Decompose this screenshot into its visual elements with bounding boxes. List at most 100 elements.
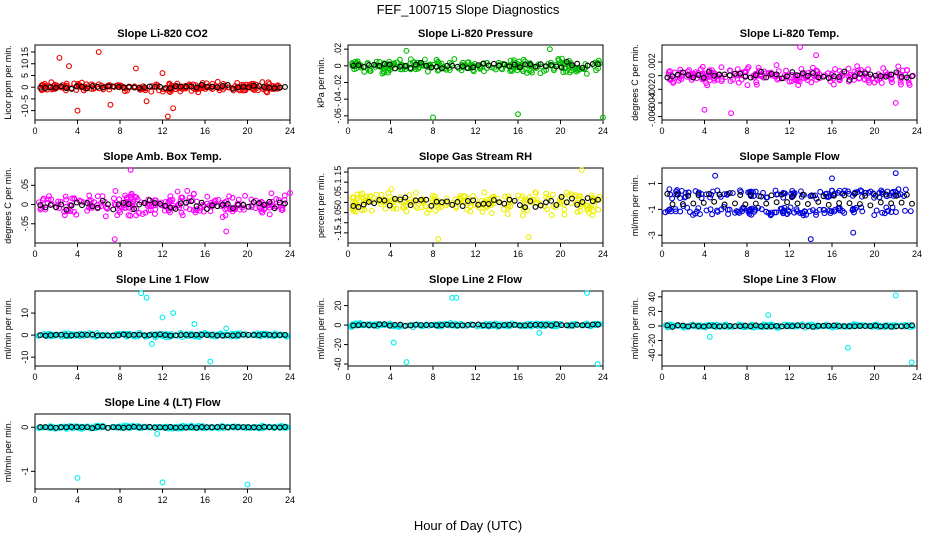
data-point <box>563 199 570 206</box>
data-point <box>893 192 900 199</box>
data-point <box>909 200 915 207</box>
y-tick-label: 15 <box>20 47 30 57</box>
x-tick-label: 4 <box>75 495 80 505</box>
x-tick-label: 24 <box>285 126 295 136</box>
x-tick-label: 24 <box>598 126 608 136</box>
data-point <box>758 68 764 75</box>
data-point <box>678 76 685 83</box>
data-point <box>893 209 899 216</box>
data-point <box>732 209 738 216</box>
data-point <box>830 192 837 199</box>
x-tick-label: 12 <box>157 249 167 259</box>
data-point <box>903 74 910 81</box>
data-point <box>533 189 540 196</box>
data-point <box>242 192 249 199</box>
data-point <box>690 200 697 207</box>
data-point <box>479 209 486 215</box>
data-point <box>854 63 861 70</box>
x-tick-label: 4 <box>702 372 707 382</box>
data-point <box>669 201 676 208</box>
data-point <box>594 361 601 368</box>
data-point <box>812 209 819 215</box>
chart-panel: Slope Line 2 Flow ml/min per min. 0 4 8 12 16 2… <box>316 274 608 382</box>
y-tick-label: -.04 <box>333 91 343 107</box>
data-point <box>397 196 404 203</box>
data-point <box>695 192 702 199</box>
data-point <box>99 197 106 204</box>
data-point <box>248 204 255 210</box>
data-point <box>729 190 736 197</box>
data-point <box>88 85 95 92</box>
data-point <box>737 192 744 198</box>
data-point <box>555 57 562 64</box>
data-point <box>152 197 159 204</box>
data-point <box>127 212 134 219</box>
data-point <box>707 194 714 201</box>
data-point <box>695 71 702 78</box>
data-point <box>506 63 513 70</box>
data-point <box>476 204 483 211</box>
x-tick-label: 8 <box>430 249 435 259</box>
data-point <box>454 199 461 205</box>
data-point <box>253 332 260 339</box>
data-point <box>507 203 514 210</box>
y-tick-label: 0 <box>20 202 30 207</box>
data-point <box>259 209 266 216</box>
data-point <box>68 85 75 92</box>
data-point <box>815 198 822 205</box>
data-point <box>879 209 886 216</box>
data-point <box>859 208 866 215</box>
data-point <box>839 208 846 214</box>
y-axis-label: Licor ppm per min. <box>3 45 13 120</box>
data-point <box>349 194 356 201</box>
data-point <box>135 210 142 216</box>
data-point <box>407 202 414 209</box>
data-point <box>159 314 166 321</box>
data-point <box>825 75 832 81</box>
chart-panel: Slope Amb. Box Temp. degrees C per min. 0 4… <box>3 151 295 259</box>
data-point <box>773 62 780 69</box>
data-point <box>532 203 539 210</box>
y-tick-label: -1 <box>647 205 657 213</box>
data-point <box>397 321 404 328</box>
data-point <box>906 82 913 88</box>
data-point <box>159 479 166 486</box>
y-tick-label: 0 <box>333 63 343 68</box>
data-point <box>752 322 759 329</box>
data-point <box>170 105 177 112</box>
data-point <box>172 205 179 212</box>
data-point <box>282 200 288 207</box>
data-point <box>229 194 236 201</box>
data-point <box>221 423 228 430</box>
data-point <box>367 193 374 200</box>
data-point <box>768 211 775 218</box>
data-point <box>42 204 49 211</box>
data-point <box>403 208 410 215</box>
data-point <box>266 211 273 218</box>
data-point <box>52 204 59 211</box>
y-tick-label: -.02 <box>333 75 343 91</box>
data-point <box>738 76 745 83</box>
data-point <box>752 200 759 207</box>
data-point <box>504 211 511 217</box>
data-point <box>558 55 565 62</box>
data-point <box>226 193 233 200</box>
data-point <box>804 72 811 79</box>
data-point <box>536 329 543 336</box>
data-point <box>412 196 418 203</box>
data-point <box>893 69 900 76</box>
data-point <box>256 200 262 207</box>
data-point <box>690 74 697 81</box>
x-tick-label: 0 <box>32 249 37 259</box>
data-point <box>166 88 172 94</box>
data-point <box>537 70 544 77</box>
y-tick-label: 40 <box>647 292 657 302</box>
y-tick-label: 0 <box>647 73 657 78</box>
data-point <box>850 206 857 213</box>
data-point <box>122 192 129 199</box>
data-point <box>595 206 602 213</box>
data-point <box>577 200 584 207</box>
x-tick-label: 4 <box>75 249 80 259</box>
data-point <box>600 114 606 121</box>
x-tick-label: 0 <box>32 372 37 382</box>
